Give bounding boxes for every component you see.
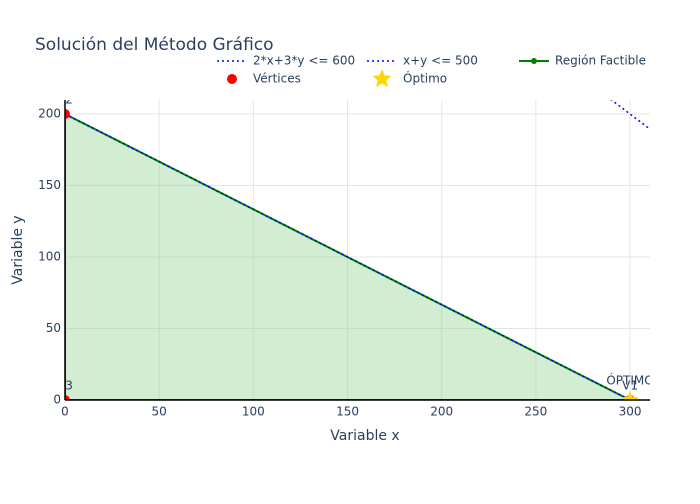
y-tick-label: 50: [46, 321, 61, 335]
optimum-label: ÓPTIMO: [606, 373, 653, 388]
y-tick-label: 200: [38, 107, 61, 121]
legend-icon: [531, 58, 537, 64]
legend-label: Vértices: [253, 72, 301, 86]
legend-icon: [372, 69, 392, 88]
y-tick-label: 0: [53, 393, 61, 407]
x-tick-label: 0: [61, 405, 69, 419]
legend-label: Región Factible: [555, 54, 646, 68]
x-tick-label: 50: [152, 405, 167, 419]
vertex-label: V3: [57, 379, 73, 393]
optimum-point: [621, 391, 639, 400]
grid: [64, 100, 650, 401]
x-tick-label: 200: [430, 405, 453, 419]
axes: 0 50 100 150 200 250 300 0 50 100 150 200: [38, 100, 650, 419]
constraint-line: [65, 113, 631, 400]
x-tick-label: 150: [336, 405, 359, 419]
x-tick-label: 250: [524, 405, 547, 419]
vertex-label: V2: [57, 93, 73, 107]
legend-icon: [227, 74, 237, 84]
legend-label: x+y <= 500: [403, 54, 478, 68]
vertex-point: [65, 395, 70, 400]
y-tick-label: 100: [38, 250, 61, 264]
x-tick-label: 100: [242, 405, 265, 419]
y-tick-label: 150: [38, 178, 61, 192]
x-tick-label: 300: [619, 405, 642, 419]
legend-label: 2*x+3*y <= 600: [253, 54, 355, 68]
chart-title: Solución del Método Gráfico: [35, 35, 274, 55]
legend-label: Óptimo: [403, 71, 447, 86]
plot-area: V1 V2 V3 ÓPTIMO: [57, 93, 653, 400]
y-axis-title: Variable y: [10, 215, 26, 284]
vertex-point: [65, 109, 70, 120]
x-axis-title: Variable x: [330, 428, 399, 444]
legend: 2*x+3*y <= 600 x+y <= 500 Región Factible V…: [217, 54, 646, 88]
vertex-label: V1: [622, 379, 638, 393]
